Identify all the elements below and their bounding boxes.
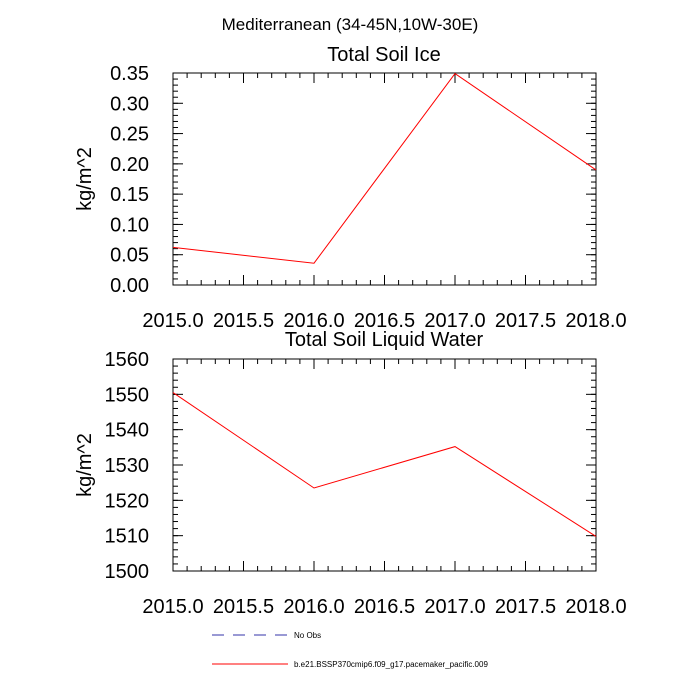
legend-label-no-obs: No Obs [294,631,321,640]
y-tick-label: 0.35 [110,63,149,85]
plot-frame [172,358,597,572]
y-tick-label: 1510 [105,526,150,548]
x-tick-label: 2016.5 [354,310,415,332]
y-tick-label: 0.30 [110,93,149,115]
y-tick-label: 1540 [105,420,150,442]
y-tick-label: 0.10 [110,214,149,236]
y-tick-label: 1520 [105,490,150,512]
y-tick-label: 0.05 [110,245,149,267]
x-tick-label: 2016.5 [354,596,415,618]
legend: No Obs b.e21.BSSP370cmip6.f09_g17.pacema… [212,631,488,669]
y-tick-label: 1560 [105,349,150,371]
x-tick-label: 2015.5 [213,596,274,618]
x-tick-label: 2017.5 [495,596,556,618]
y-tick-label: 0.15 [110,184,149,206]
legend-label-model: b.e21.BSSP370cmip6.f09_g17.pacemaker_pac… [294,660,488,669]
x-tick-label: 2017.0 [424,310,485,332]
figure-title: Mediterranean (34-45N,10W-30E) [222,15,479,34]
x-tick-label: 2015.0 [142,596,203,618]
x-tick-label: 2018.0 [565,596,626,618]
chart-title: Total Soil Liquid Water [285,329,484,351]
y-axis-label: kg/m^2 [74,147,96,211]
y-tick-label: 0.25 [110,124,149,146]
x-tick-label: 2017.5 [495,310,556,332]
y-tick-label: 1530 [105,455,150,477]
x-tick-label: 2016.0 [283,596,344,618]
chart-title: Total Soil Ice [327,44,440,66]
x-tick-label: 2017.0 [424,596,485,618]
x-tick-label: 2018.0 [565,310,626,332]
x-tick-label: 2016.0 [283,310,344,332]
plot-frame [172,72,597,286]
y-tick-label: 1550 [105,384,150,406]
y-axis-label: kg/m^2 [74,433,96,497]
panel-total-soil-liquid-water: Total Soil Liquid Water kg/m^2 2015.0 201… [74,329,627,618]
x-tick-label: 2015.0 [142,310,203,332]
x-tick-label: 2015.5 [213,310,274,332]
y-tick-label: 0.20 [110,154,149,176]
panel-total-soil-ice: Total Soil Ice kg/m^2 2015.0 2015.5 2016.0… [74,44,627,332]
y-tick-label: 0.00 [110,275,149,297]
y-tick-label: 1500 [105,561,150,583]
series-line [172,392,597,537]
series-line [172,72,597,264]
